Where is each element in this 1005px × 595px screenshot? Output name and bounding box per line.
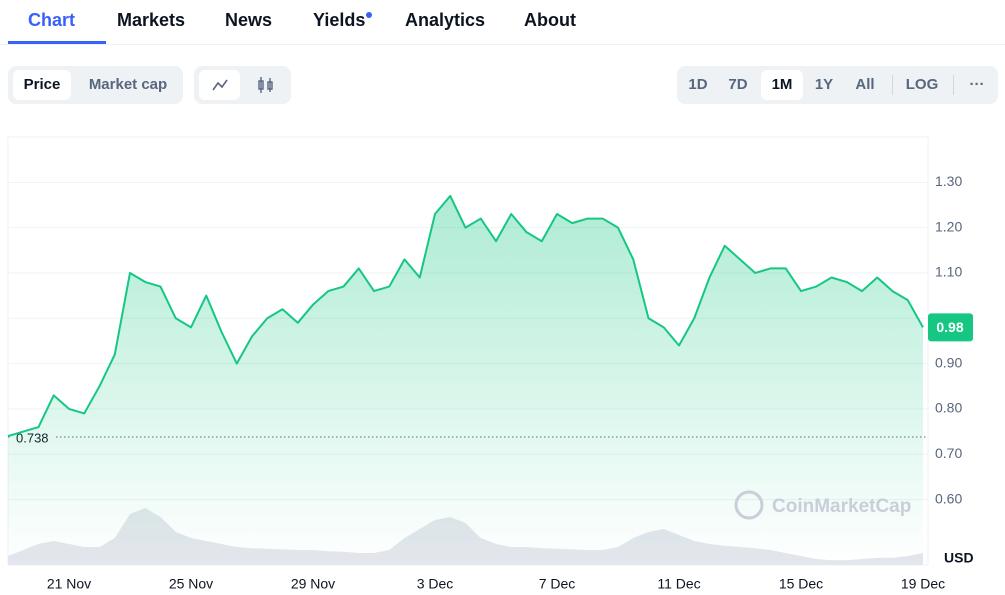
- separator: [953, 75, 954, 95]
- range-toggle: 1D 7D 1M 1Y All LOG ···: [677, 66, 998, 104]
- x-tick-label: 25 Nov: [169, 576, 213, 592]
- log-button[interactable]: LOG: [905, 76, 939, 93]
- y-tick-label: 1.10: [935, 264, 962, 280]
- x-tick-label: 7 Dec: [539, 576, 576, 592]
- range-button[interactable]: 1M: [761, 70, 803, 100]
- metric-toggle: Price Market cap: [8, 66, 183, 104]
- x-tick-label: 3 Dec: [417, 576, 454, 592]
- metric-button[interactable]: Price: [13, 70, 71, 100]
- y-tick-label: 0.60: [935, 490, 962, 506]
- line-icon: [212, 79, 228, 91]
- y-tick-label: 1.30: [935, 173, 962, 189]
- line-style-button[interactable]: [199, 70, 240, 100]
- candle-style-button[interactable]: [245, 70, 286, 100]
- watermark-logo: [734, 490, 764, 520]
- y-tick-label: 0.70: [935, 445, 962, 461]
- nav-divider: [0, 44, 1005, 45]
- nav-tab[interactable]: Markets: [117, 10, 186, 30]
- y-tick-label: 0.80: [935, 400, 962, 416]
- nav-tab[interactable]: Yields: [313, 10, 366, 30]
- price-area: [8, 195, 923, 563]
- watermark: CoinMarketCap: [772, 496, 911, 517]
- chart-style-toggle: [194, 66, 291, 104]
- new-dot: [366, 12, 372, 18]
- active-underline: [8, 41, 106, 44]
- candle-icon: [258, 77, 273, 93]
- price-line: [7, 194, 924, 438]
- metric-button[interactable]: Market cap: [88, 76, 168, 93]
- more-button[interactable]: ···: [969, 76, 985, 93]
- x-tick-label: 29 Nov: [291, 576, 335, 592]
- range-button[interactable]: 7D: [728, 76, 748, 93]
- x-tick-label: 19 Dec: [901, 576, 945, 592]
- nav-tab[interactable]: Analytics: [405, 10, 486, 30]
- x-tick-label: 11 Dec: [657, 576, 700, 592]
- x-tick-label: 21 Nov: [47, 576, 91, 592]
- x-tick-label: 15 Dec: [779, 576, 823, 592]
- y-tick-label: 1.20: [935, 218, 962, 234]
- y-axis-unit: USD: [944, 550, 974, 566]
- nav-tab[interactable]: Chart: [28, 10, 76, 30]
- nav-tab[interactable]: About: [524, 10, 576, 30]
- separator: [892, 75, 893, 95]
- range-button[interactable]: All: [855, 76, 875, 93]
- y-tick-label: 0.90: [935, 354, 962, 370]
- last-price-tag: [928, 313, 973, 342]
- last-price-label: 0.98: [936, 319, 963, 335]
- range-button[interactable]: 1D: [688, 76, 708, 93]
- range-button[interactable]: 1Y: [814, 76, 834, 93]
- nav-tab[interactable]: News: [225, 10, 273, 30]
